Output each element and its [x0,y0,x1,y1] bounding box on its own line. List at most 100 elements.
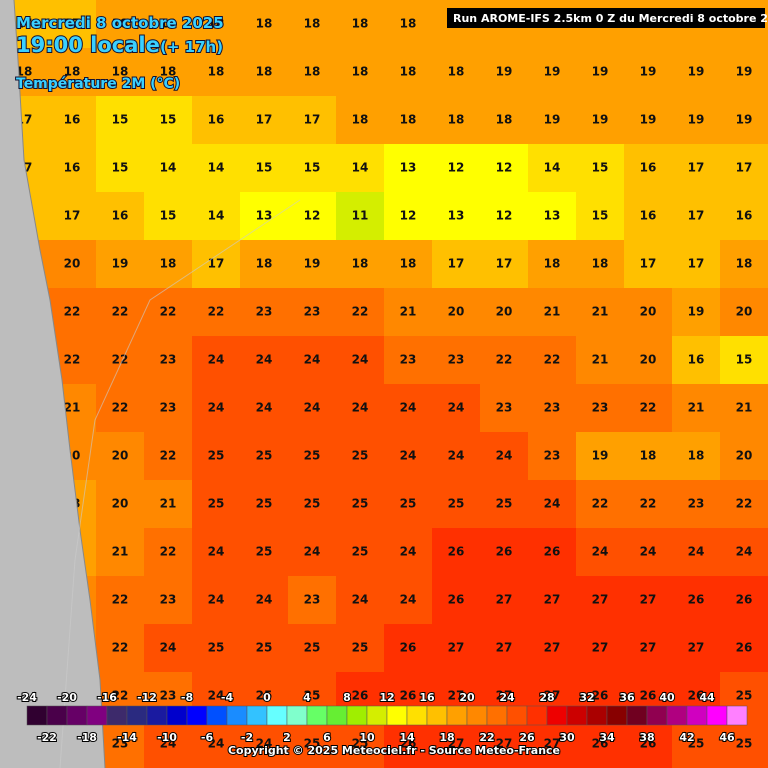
temp-cell [432,96,481,145]
temp-cell [432,288,481,337]
temp-value: 15 [592,161,609,175]
temp-value: 23 [160,689,177,703]
temp-cell [720,192,768,241]
temp-value: 17 [448,257,465,271]
temp-cell [288,480,337,529]
temp-cell [384,96,433,145]
temp-cell [624,384,673,433]
legend-label: 32 [579,691,594,704]
temp-cell [144,240,193,289]
legend-swatch [526,705,548,726]
temp-value: 18 [496,113,513,127]
temp-value: 21 [688,401,705,415]
temp-value: 23 [592,401,609,415]
temp-cell [96,480,145,529]
temp-value: 16 [64,161,81,175]
temp-cell [288,624,337,673]
temp-cell [192,48,241,97]
temp-cell [192,528,241,577]
temp-cell [192,624,241,673]
temp-value: 25 [352,641,369,655]
temp-cell [528,624,577,673]
temp-value: 27 [448,737,465,751]
temp-value: 24 [208,401,225,415]
temp-value: 22 [64,305,81,319]
temp-value: 22 [112,641,129,655]
temp-cell [528,96,577,145]
temp-value: 25 [736,737,753,751]
temp-cell [720,336,768,385]
temp-cell [384,288,433,337]
temp-cell [480,336,529,385]
temp-value: 20 [112,449,129,463]
temp-value: 17 [688,209,705,223]
temp-value: 12 [496,209,513,223]
temp-cell [576,720,625,768]
temp-cell [288,48,337,97]
temp-cell [336,624,385,673]
temp-value: 25 [304,737,321,751]
temp-value: 23 [160,401,177,415]
temp-value: 24 [400,545,417,559]
temp-cell [624,480,673,529]
parameter: Température 2M (°C) [16,76,180,92]
temp-cell [480,48,529,97]
temp-value: 16 [208,113,225,127]
temp-value: 24 [208,593,225,607]
temp-value: 27 [592,593,609,607]
temp-cell [192,288,241,337]
temp-cell [96,384,145,433]
temp-cell [528,384,577,433]
temp-cell [672,624,721,673]
run-info: Run AROME-IFS 2.5km 0 Z du Mercredi 8 oc… [453,12,768,25]
legend-label: 4 [303,691,311,704]
temp-value: 24 [352,401,369,415]
temp-value: 17 [64,17,81,31]
temp-value: 27 [544,593,561,607]
temp-cell [576,384,625,433]
temp-value: 17 [688,257,705,271]
temp-cell [720,240,768,289]
temp-value: 20 [736,449,753,463]
legend-swatch [406,705,428,726]
copyright: Copyright © 2025 Meteociel.fr - Source M… [228,744,560,757]
legend-label: 34 [599,731,615,744]
temp-value: 26 [736,641,753,655]
temp-cell [576,528,625,577]
temp-cell [144,96,193,145]
temp-cell [576,480,625,529]
temp-cell [672,240,721,289]
temp-cell [48,96,97,145]
temp-value: 27 [496,737,513,751]
legend-label: 38 [639,731,654,744]
temp-value: 22 [592,497,609,511]
temp-value: 18 [304,65,321,79]
temp-value: 26 [736,593,753,607]
temp-value: 20 [448,305,465,319]
temp-cell [144,144,193,193]
legend-label: 16 [419,691,435,704]
temp-value: 15 [736,353,753,367]
temp-cell [624,192,673,241]
legend-swatch [466,705,488,726]
legend-label: 20 [459,691,475,704]
legend-swatch [286,705,308,726]
temp-cell [192,96,241,145]
temp-cell [192,144,241,193]
legend-swatch [66,705,88,726]
temp-value: 19 [736,113,753,127]
temp-cell [432,528,481,577]
temp-value: 15 [112,113,129,127]
temp-cell [528,192,577,241]
temp-cell [96,288,145,337]
legend-label: -16 [97,691,117,704]
temp-value: 14 [208,209,225,223]
temp-cell [624,336,673,385]
legend-swatch [586,705,608,726]
temp-value: 18 [256,257,273,271]
temp-cell [240,624,289,673]
temp-cell [144,384,193,433]
temp-value: 26 [688,593,705,607]
temp-value: 16 [688,353,705,367]
legend-label: 2 [283,731,291,744]
